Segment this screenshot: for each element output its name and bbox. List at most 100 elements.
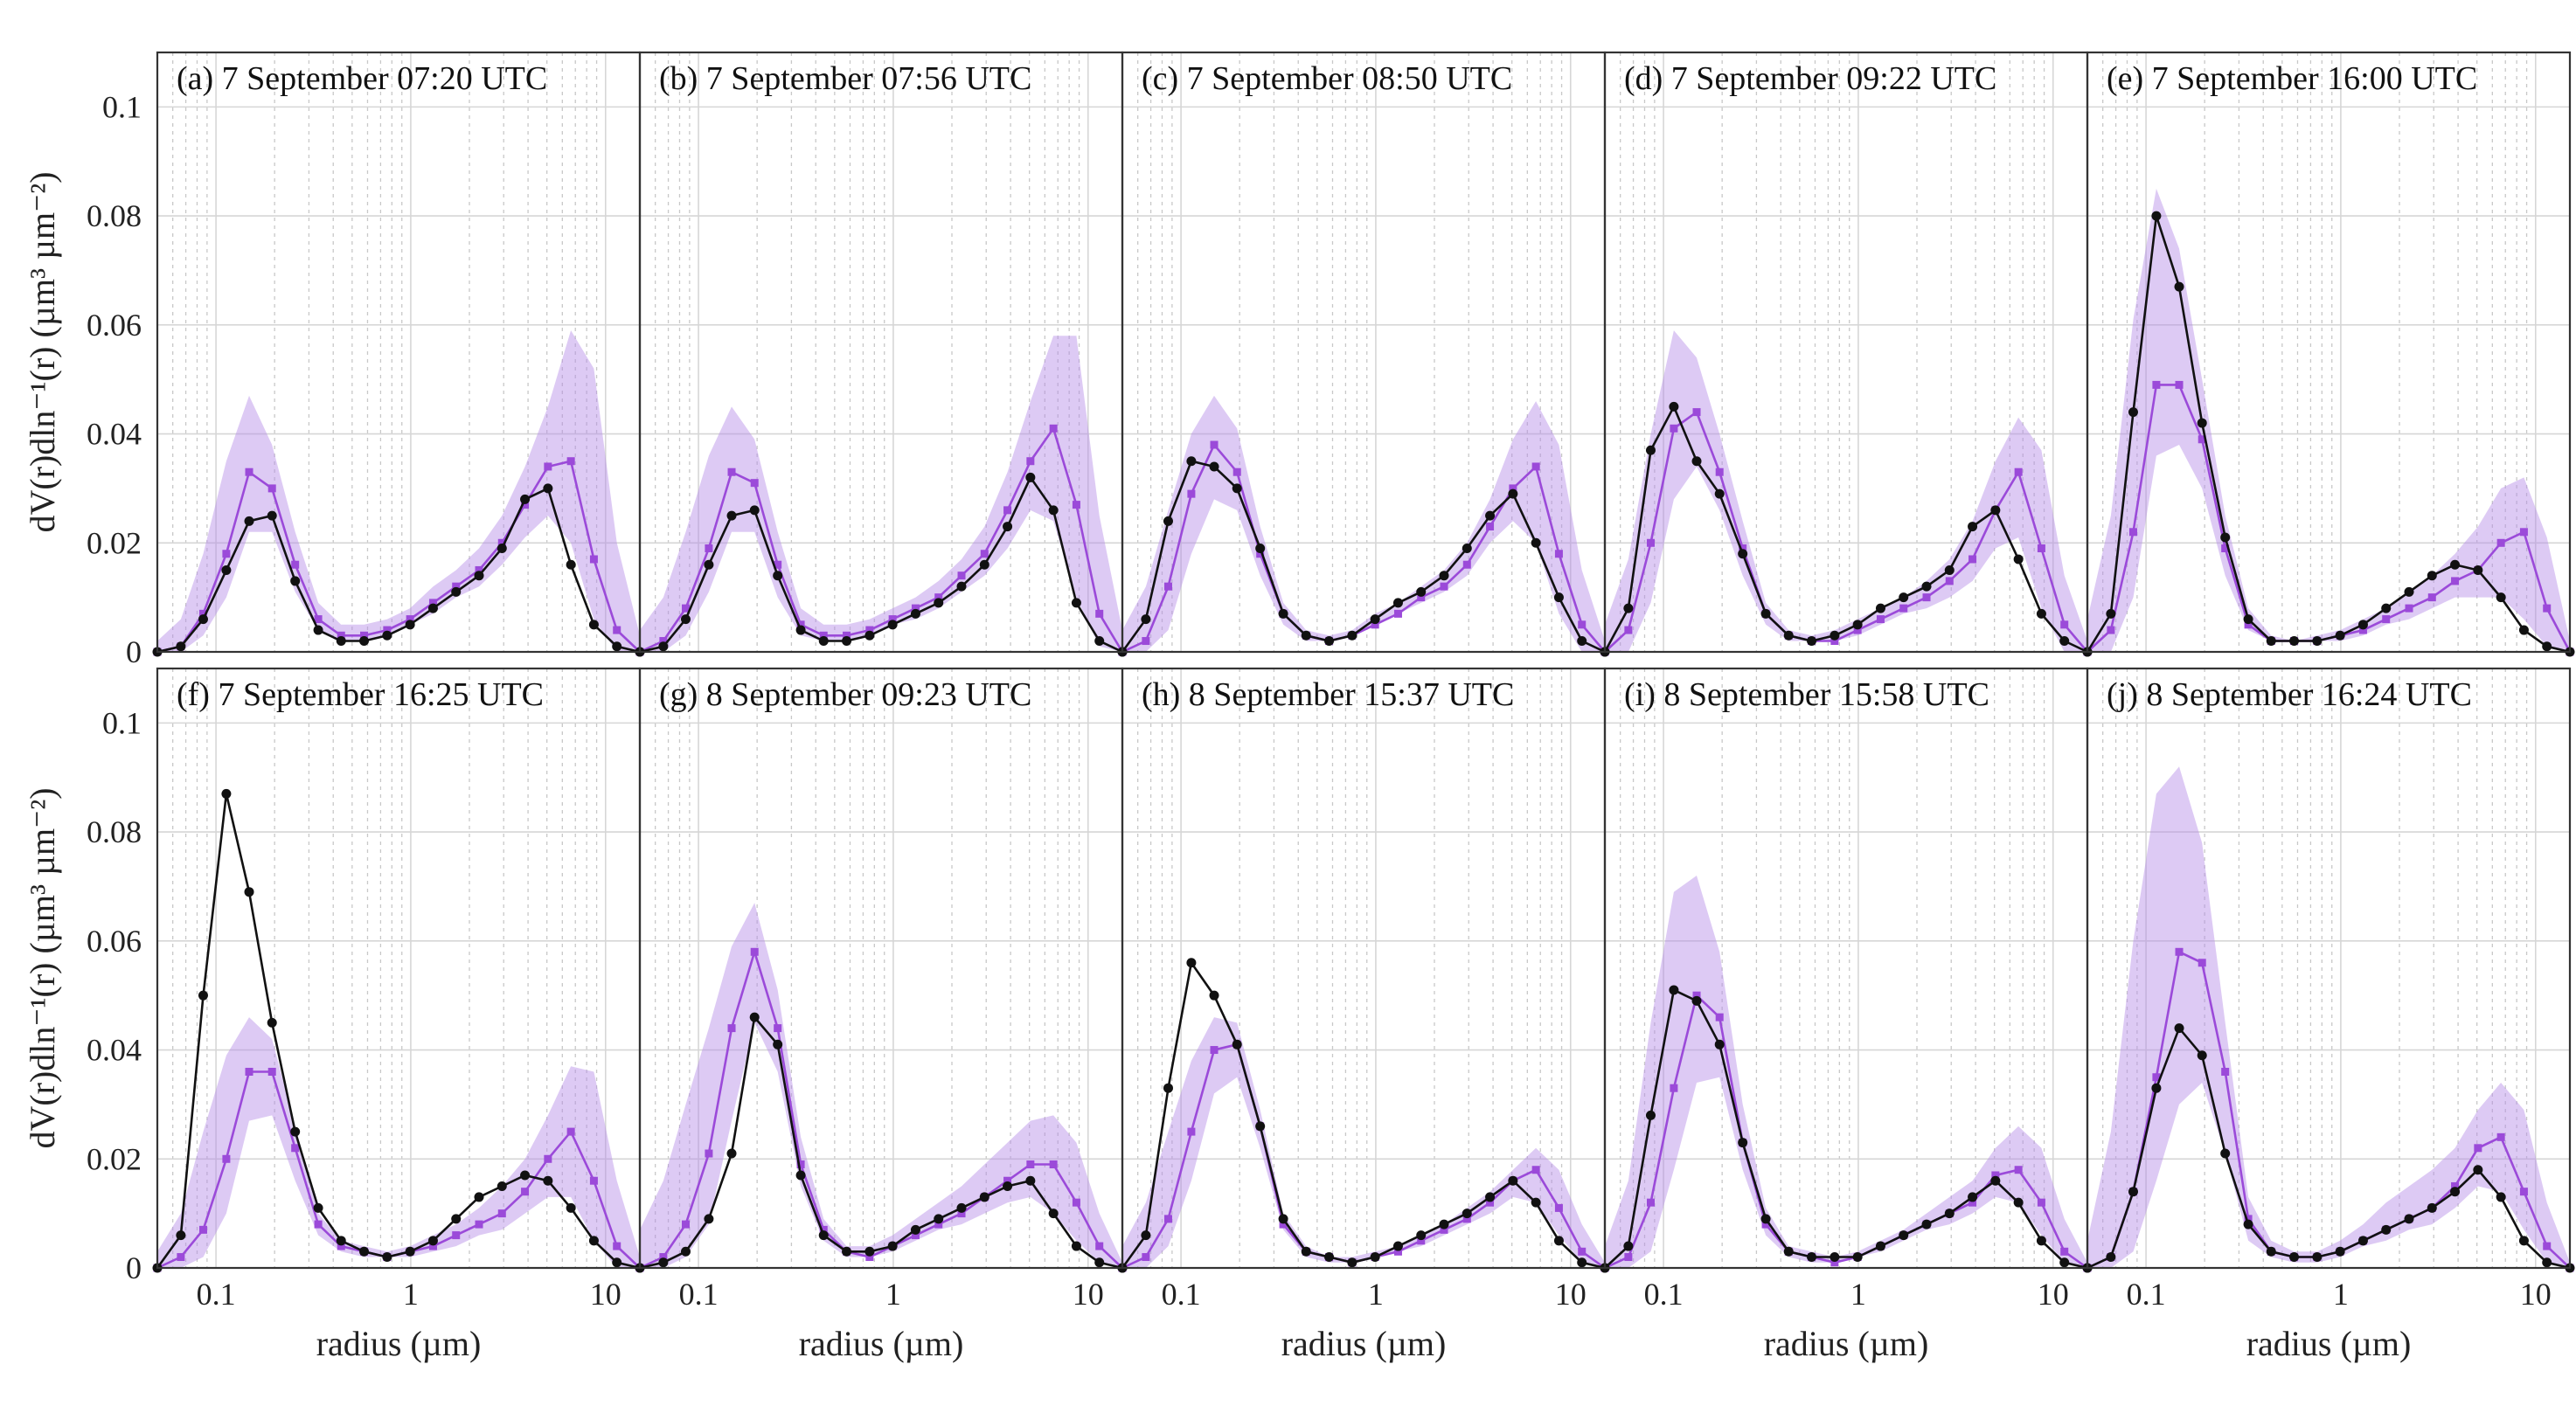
panel-e-modeled-point bbox=[2198, 435, 2206, 444]
panel-c-observed-point bbox=[1278, 608, 1288, 619]
panel-a-observed-point bbox=[474, 571, 484, 581]
panel-a-observed-point bbox=[221, 564, 232, 575]
panel-i-modeled-point bbox=[2060, 1247, 2069, 1256]
panel-f-ytick-label: 0.1 bbox=[102, 705, 142, 740]
panel-h-modeled-point bbox=[1531, 1166, 1540, 1174]
panel-h-xtick-label: 1 bbox=[1368, 1277, 1384, 1312]
panel-f-modeled-point bbox=[177, 1253, 185, 1262]
panel-b-observed-point bbox=[749, 505, 760, 516]
panel-g-observed-point bbox=[1025, 1175, 1036, 1186]
panel-h-observed-point bbox=[1370, 1252, 1380, 1263]
panel-c-modeled-range-band bbox=[1122, 395, 1605, 652]
panel-f-observed-point bbox=[267, 1017, 277, 1028]
panel-c-observed-point bbox=[1485, 510, 1496, 521]
panel-i-modeled-point bbox=[1624, 1253, 1633, 1262]
panel-j-observed-point bbox=[2197, 1050, 2207, 1061]
panel-a-observed-point bbox=[382, 630, 392, 641]
panel-e-observed-point bbox=[2174, 281, 2184, 292]
panel-b-observed-point bbox=[1094, 636, 1105, 647]
panel-g-observed-point bbox=[864, 1246, 875, 1257]
panel-e-modeled-point bbox=[2543, 604, 2552, 613]
panel-b-modeled-point bbox=[819, 631, 828, 640]
panel-j-observed-point bbox=[2151, 1083, 2162, 1093]
panel-g-observed-point bbox=[934, 1214, 944, 1224]
panel-h-observed-point bbox=[1255, 1121, 1266, 1132]
panel-e-observed-point bbox=[2404, 586, 2414, 597]
panel-e-observed-point bbox=[2381, 603, 2392, 613]
panel-i-observed-point bbox=[1968, 1192, 1978, 1202]
panel-b-modeled-point bbox=[1095, 609, 1104, 618]
panel-a-modeled-point bbox=[406, 615, 414, 624]
panel-i-observed-point bbox=[1921, 1219, 1932, 1229]
panel-f-observed-point bbox=[451, 1214, 462, 1224]
panel-i-modeled-point bbox=[1968, 1198, 1977, 1207]
panel-j-observed-point bbox=[2450, 1187, 2461, 1197]
panel-a-observed-point bbox=[543, 483, 553, 494]
panel-d-modeled-point bbox=[1715, 468, 1724, 476]
panel-h-observed-point bbox=[1347, 1257, 1357, 1268]
panel-f-observed-point bbox=[221, 788, 232, 799]
panel-d-observed-point bbox=[1645, 445, 1656, 455]
panel-g-modeled-point bbox=[659, 1253, 668, 1262]
panel-a-modeled-point bbox=[245, 468, 253, 476]
panel-j-modeled-point bbox=[2221, 1067, 2230, 1076]
panel-g-modeled-point bbox=[705, 1149, 713, 1158]
panel-f-xtick-label: 1 bbox=[403, 1277, 419, 1312]
panel-c-modeled-point bbox=[1371, 620, 1379, 629]
panel-e-modeled-range-band bbox=[2087, 188, 2570, 652]
panel-a-modeled-point bbox=[589, 555, 598, 564]
panel-a-observed-point bbox=[612, 641, 622, 652]
panel-i-modeled-line bbox=[1604, 993, 2088, 1270]
panel-b-modeled-line bbox=[639, 426, 1124, 654]
panel-a-ytick-label: 0 bbox=[126, 634, 142, 669]
panel-g-modeled-line bbox=[639, 947, 1123, 1270]
panel-j-modeled-point bbox=[2152, 1073, 2161, 1082]
panel-b-modeled-point bbox=[888, 615, 897, 624]
panel-c-observed-point bbox=[1347, 630, 1357, 641]
panel-e-observed-point bbox=[2220, 532, 2231, 543]
panel-j-modeled-point bbox=[2496, 1132, 2505, 1141]
panel-f-observed-point bbox=[543, 1175, 553, 1186]
panel-c-modeled-point bbox=[1256, 550, 1265, 558]
panel-g-observed-point bbox=[910, 1224, 920, 1235]
panel-j-observed-point bbox=[2404, 1214, 2414, 1224]
panel-i-observed-point bbox=[1738, 1138, 1748, 1148]
panel-h-title: (h) 8 September 15:37 UTC bbox=[1142, 676, 1514, 713]
panel-a-ytick-label: 0.04 bbox=[87, 417, 142, 452]
panel-j-observed-point bbox=[2174, 1023, 2184, 1034]
panel-b-modeled-point bbox=[705, 544, 713, 553]
panel-e-observed-line bbox=[2086, 215, 2571, 654]
panel-f-modeled-point bbox=[566, 1127, 575, 1136]
panel-f-observed-point bbox=[588, 1236, 599, 1246]
panel-h-observed-point bbox=[1508, 1175, 1518, 1186]
panel-h-modeled-range-band bbox=[1122, 1017, 1605, 1268]
panel-d-title: (d) 7 September 09:22 UTC bbox=[1624, 60, 1996, 97]
panel-g-observed-point bbox=[749, 1012, 760, 1022]
panel-f-ytick-label: 0.06 bbox=[87, 924, 142, 959]
panel-c-modeled-point bbox=[1417, 593, 1426, 602]
panel-h-xtick-label: 0.1 bbox=[1162, 1277, 1201, 1312]
panel-c-frame bbox=[1121, 51, 1607, 654]
panel-j-observed-point bbox=[2473, 1165, 2483, 1175]
panel-j-modeled-point bbox=[2198, 959, 2206, 967]
panel-c-observed-point bbox=[1416, 586, 1427, 597]
panel-a-observed-point bbox=[588, 620, 599, 630]
panel-a-observed-point bbox=[336, 636, 346, 647]
panel-a-modeled-point bbox=[428, 599, 437, 607]
panel-j-modeled-point bbox=[2244, 1215, 2253, 1223]
panel-h-observed-point bbox=[1324, 1252, 1335, 1263]
panel-e-modeled-point bbox=[2382, 615, 2391, 624]
panel-c-observed-point bbox=[1209, 461, 1219, 472]
panel-i-modeled-point bbox=[1830, 1258, 1839, 1267]
panel-e-modeled-point bbox=[2152, 380, 2161, 389]
panel-e-frame bbox=[2086, 51, 2572, 654]
panel-d-modeled-point bbox=[1853, 626, 1862, 634]
panel-i-modeled-point bbox=[1761, 1220, 1770, 1229]
panel-c-modeled-point bbox=[1509, 484, 1517, 493]
panel-b-modeled-point bbox=[659, 637, 668, 646]
panel-c-modeled-point bbox=[1210, 440, 1219, 449]
panel-a-modeled-point bbox=[383, 626, 392, 634]
panel-j-observed-point bbox=[2220, 1148, 2231, 1159]
panel-i-observed-point bbox=[1645, 1110, 1656, 1120]
panel-c-observed-point bbox=[1255, 544, 1266, 554]
